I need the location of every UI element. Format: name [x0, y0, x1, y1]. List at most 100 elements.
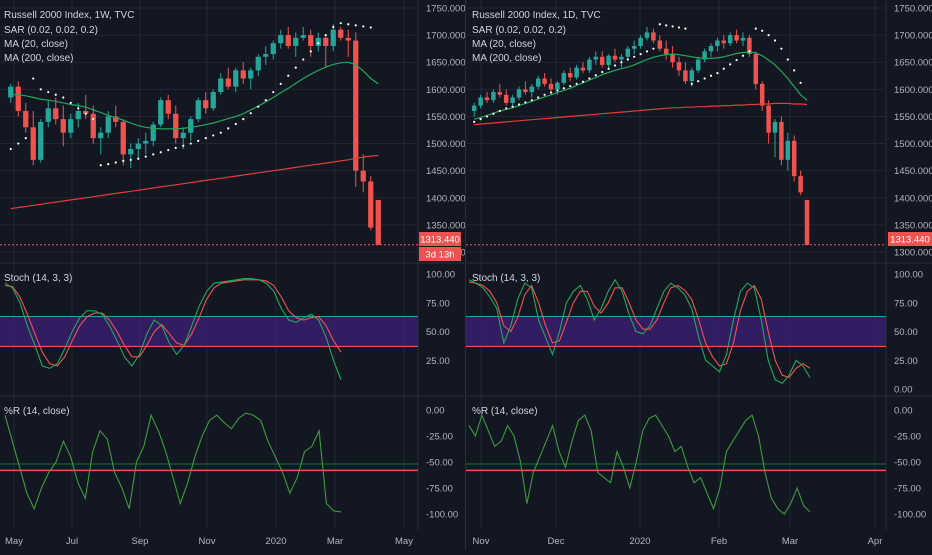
williams-axis-tick-label: -50.00	[894, 458, 921, 469]
sar-dot	[748, 50, 751, 53]
candle-body	[38, 121, 44, 160]
candle-body	[165, 100, 171, 114]
candle-body	[83, 111, 89, 114]
candle-body	[135, 143, 141, 149]
williams-axis-tick-label: -100.00	[894, 510, 926, 521]
candle-body	[218, 78, 224, 93]
weekly-legend: Russell 2000 Index, 1W, TVC SAR (0.02, 0…	[4, 10, 134, 417]
candle-body	[727, 35, 733, 44]
price-axis-tick-label: 1300.000	[894, 248, 932, 259]
candle-body	[330, 29, 336, 46]
candle-body	[278, 35, 284, 44]
sar-dot	[735, 58, 738, 62]
weekly-ma200-label: MA (200, close)	[4, 53, 73, 64]
candle-body	[225, 78, 231, 87]
sar-dot	[144, 155, 147, 158]
daily-last-price-bg	[888, 232, 932, 246]
sar-dot	[279, 82, 282, 86]
sar-dot	[9, 147, 12, 151]
sar-dot	[492, 112, 495, 115]
candle-body	[638, 37, 643, 46]
weekly-last-price-bg	[419, 232, 461, 246]
sar-dot	[575, 82, 578, 86]
time-axis-label: Feb	[711, 536, 727, 547]
time-axis-label: 2020	[265, 536, 286, 547]
candle-body	[798, 176, 803, 193]
candle-body	[619, 56, 624, 60]
sar-dot	[287, 74, 290, 77]
candle-body	[484, 97, 490, 101]
sar-dot	[633, 55, 636, 58]
sar-dot	[601, 70, 604, 74]
sar-dot	[479, 118, 482, 121]
sar-dot	[594, 74, 597, 77]
sar-dot	[294, 66, 297, 69]
sar-dot	[77, 107, 80, 110]
candle-body	[60, 119, 66, 133]
time-axis-label: May	[395, 536, 413, 547]
candle-body	[53, 108, 59, 120]
williams-axis-tick-label: -25.00	[894, 432, 921, 443]
sar-dot	[517, 103, 521, 106]
candle-body	[375, 199, 381, 245]
candle-body	[353, 40, 359, 171]
sar-dot	[84, 112, 87, 115]
weekly-countdown-label: 3d 13h	[425, 250, 454, 261]
sar-dot	[729, 63, 732, 66]
candle-body	[663, 48, 669, 55]
candle-body	[308, 35, 314, 46]
candle-body	[740, 37, 746, 41]
sar-dot	[620, 61, 623, 64]
sar-dot	[167, 148, 170, 152]
candle-body	[263, 54, 269, 57]
candle-body	[523, 89, 528, 93]
price-axis-tick-label: 1600.000	[894, 85, 932, 96]
candle-body	[516, 89, 522, 98]
stoch-band	[466, 316, 886, 347]
sar-dot	[709, 74, 713, 77]
sar-dot	[354, 24, 357, 27]
sar-dot	[537, 96, 540, 99]
sar-dot	[684, 27, 687, 30]
candle-body	[128, 148, 134, 155]
sar-dot	[204, 137, 207, 140]
sar-dot	[793, 69, 796, 72]
candle-body	[715, 40, 720, 46]
stoch-axis-tick-label: 75.00	[894, 298, 918, 309]
sar-dot	[607, 67, 610, 70]
sar-dot	[741, 54, 745, 57]
daily-legend: Russell 2000 Index, 1D, TVC SAR (0.02, 0…	[472, 10, 601, 417]
weekly-ma20-label: MA (20, close)	[4, 39, 68, 50]
sar-dot	[639, 52, 642, 56]
candle-body	[535, 78, 541, 87]
sar-dot	[569, 84, 572, 88]
time-axis-label: Jul	[66, 536, 78, 547]
stoch-axis-tick-label: 75.00	[426, 298, 450, 309]
sar-dot	[697, 80, 700, 83]
williams-axis-tick-label: -75.00	[426, 484, 453, 495]
williams-axis-tick-label: -25.00	[426, 432, 453, 443]
weekly-last-price-label: 1313.440	[420, 235, 460, 246]
daily-chart-panel[interactable]: 1750.000 1700.000 1650.000 1600.000 1550.000…	[466, 0, 932, 547]
weekly-chart-panel[interactable]: 1750.000 1700.000 1650.000 1600.000 1550.000…	[0, 0, 466, 547]
sar-dot	[613, 64, 617, 67]
candle-body	[644, 32, 650, 38]
candle-body	[113, 116, 119, 122]
williams-line	[4, 412, 342, 513]
daily-williams-label: %R (14, close)	[472, 406, 538, 417]
candle-body	[683, 70, 688, 82]
candle-body	[98, 132, 104, 139]
sar-dot	[227, 127, 230, 130]
sar-dot	[665, 24, 668, 27]
candle-body	[30, 127, 36, 160]
candle-body	[766, 105, 771, 133]
candle-body	[695, 59, 701, 71]
candle-body	[195, 100, 201, 120]
weekly-countdown-bg	[419, 247, 461, 261]
sar-dot	[212, 134, 215, 137]
candle-body	[90, 113, 96, 139]
daily-last-price-label: 1313.440	[890, 235, 930, 246]
candle-body	[689, 70, 695, 82]
